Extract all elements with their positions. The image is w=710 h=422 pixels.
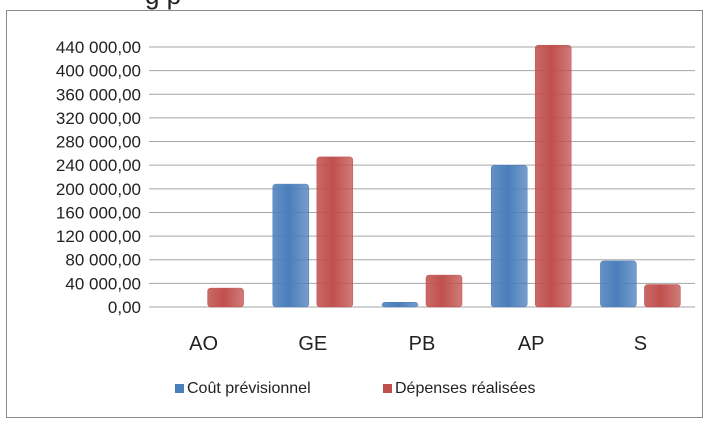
x-tick-label: AO bbox=[189, 333, 218, 355]
bar-ge-series-2 bbox=[316, 156, 354, 308]
legend: Coût prévisionnel Dépenses réalisées bbox=[175, 380, 536, 397]
bars bbox=[207, 44, 681, 308]
y-tick-label: 280 000,00 bbox=[56, 133, 141, 152]
y-tick-label: 200 000,00 bbox=[56, 180, 141, 199]
chart-container: 0,00 40 000,00 80 000,00 120 000,00 160 000,… bbox=[6, 10, 703, 418]
bar-pb-series-2 bbox=[425, 274, 463, 308]
bar-pb-series-1 bbox=[381, 302, 419, 308]
bar-ge-series-1 bbox=[272, 183, 310, 308]
header-text-fragment: g p bbox=[145, 0, 181, 11]
y-tick-label: 80 000,00 bbox=[65, 251, 141, 270]
legend-swatch bbox=[175, 384, 184, 393]
y-tick-label: 0,00 bbox=[108, 298, 141, 317]
x-tick-label: AP bbox=[518, 333, 545, 355]
y-tick-label: 400 000,00 bbox=[56, 62, 141, 81]
y-tick-label: 440 000,00 bbox=[56, 38, 141, 57]
bar-s-series-2 bbox=[644, 284, 681, 308]
y-axis-tick-labels: 0,00 40 000,00 80 000,00 120 000,00 160 000,… bbox=[56, 38, 141, 317]
y-tick-label: 120 000,00 bbox=[56, 227, 141, 246]
legend-label: Coût prévisionnel bbox=[187, 380, 311, 397]
bar-ao-series-2 bbox=[207, 287, 244, 308]
bar-chart: 0,00 40 000,00 80 000,00 120 000,00 160 000,… bbox=[56, 38, 695, 397]
y-tick-label: 160 000,00 bbox=[56, 203, 141, 222]
y-tick-label: 40 000,00 bbox=[65, 274, 141, 293]
legend-label: Dépenses réalisées bbox=[395, 380, 536, 397]
bar-ap-series-1 bbox=[490, 164, 528, 308]
bar-ap-series-2 bbox=[534, 44, 572, 308]
x-tick-label: GE bbox=[298, 333, 327, 355]
y-tick-label: 240 000,00 bbox=[56, 156, 141, 175]
y-tick-label: 320 000,00 bbox=[56, 109, 141, 128]
y-tick-label: 360 000,00 bbox=[56, 85, 141, 104]
x-axis-tick-labels: AO GE PB AP S bbox=[189, 333, 647, 355]
x-tick-label: PB bbox=[409, 333, 436, 355]
x-tick-label: S bbox=[634, 333, 647, 355]
bar-s-series-1 bbox=[600, 260, 637, 308]
legend-swatch bbox=[383, 384, 392, 393]
